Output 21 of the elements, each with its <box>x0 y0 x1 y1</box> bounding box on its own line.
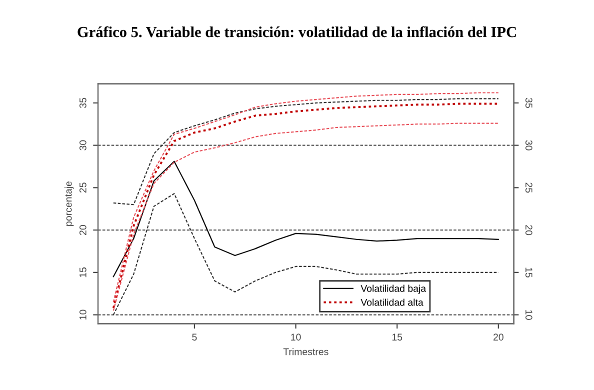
y2-tick-label: 25 <box>525 182 532 193</box>
y-tick-label: 20 <box>79 225 86 235</box>
y-tick-label: 25 <box>79 182 86 193</box>
chart-title: Gráfico 5. Variable de transición: volatilidad de la inflación del IPC <box>78 26 516 38</box>
legend-label: Volatilidad baja <box>360 284 426 294</box>
y2-tick-label: 30 <box>525 140 532 150</box>
y-tick-label: 35 <box>79 98 86 108</box>
x-axis-title: Trimestres <box>283 348 328 356</box>
x-tick-label: 15 <box>392 334 402 341</box>
y-axis-title: porcentaje <box>64 182 74 226</box>
y2-tick-label: 20 <box>525 225 532 236</box>
x-tick-label: 10 <box>291 334 301 341</box>
legend-label: Volatilidad alta <box>360 298 424 306</box>
y2-tick-label: 10 <box>525 310 532 320</box>
y2-tick-label: 15 <box>525 268 532 278</box>
y-tick-label: 15 <box>80 267 86 278</box>
y2-tick-label: 35 <box>525 98 532 108</box>
y-tick-label: 10 <box>79 310 86 320</box>
x-tick-label: 20 <box>493 334 504 341</box>
y-tick-label: 30 <box>79 140 86 150</box>
x-tick-label: 5 <box>192 334 197 341</box>
